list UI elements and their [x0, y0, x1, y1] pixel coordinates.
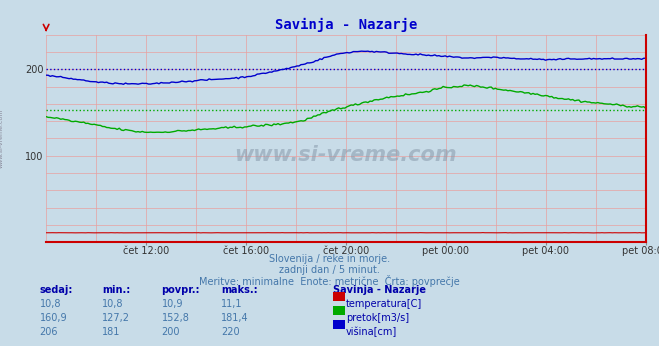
Text: 11,1: 11,1 — [221, 299, 243, 309]
Text: višina[cm]: višina[cm] — [346, 327, 397, 337]
Title: Savinja - Nazarje: Savinja - Nazarje — [275, 18, 417, 32]
Text: 206: 206 — [40, 327, 58, 337]
Text: zadnji dan / 5 minut.: zadnji dan / 5 minut. — [279, 265, 380, 275]
Text: Slovenija / reke in morje.: Slovenija / reke in morje. — [269, 254, 390, 264]
Text: 10,8: 10,8 — [40, 299, 61, 309]
Text: www.si-vreme.com: www.si-vreme.com — [0, 109, 4, 168]
Text: 152,8: 152,8 — [161, 313, 189, 323]
Text: 181: 181 — [102, 327, 121, 337]
Text: 10,9: 10,9 — [161, 299, 183, 309]
Text: www.si-vreme.com: www.si-vreme.com — [235, 145, 457, 165]
Text: pretok[m3/s]: pretok[m3/s] — [346, 313, 409, 323]
Text: 200: 200 — [161, 327, 180, 337]
Text: povpr.:: povpr.: — [161, 285, 200, 295]
Text: 160,9: 160,9 — [40, 313, 67, 323]
Text: 127,2: 127,2 — [102, 313, 130, 323]
Text: Meritve: minimalne  Enote: metrične  Črta: povprečje: Meritve: minimalne Enote: metrične Črta:… — [199, 275, 460, 287]
Text: Savinja - Nazarje: Savinja - Nazarje — [333, 285, 426, 295]
Text: min.:: min.: — [102, 285, 130, 295]
Text: sedaj:: sedaj: — [40, 285, 73, 295]
Text: maks.:: maks.: — [221, 285, 258, 295]
Text: temperatura[C]: temperatura[C] — [346, 299, 422, 309]
Text: 10,8: 10,8 — [102, 299, 124, 309]
Text: 220: 220 — [221, 327, 239, 337]
Text: 181,4: 181,4 — [221, 313, 248, 323]
